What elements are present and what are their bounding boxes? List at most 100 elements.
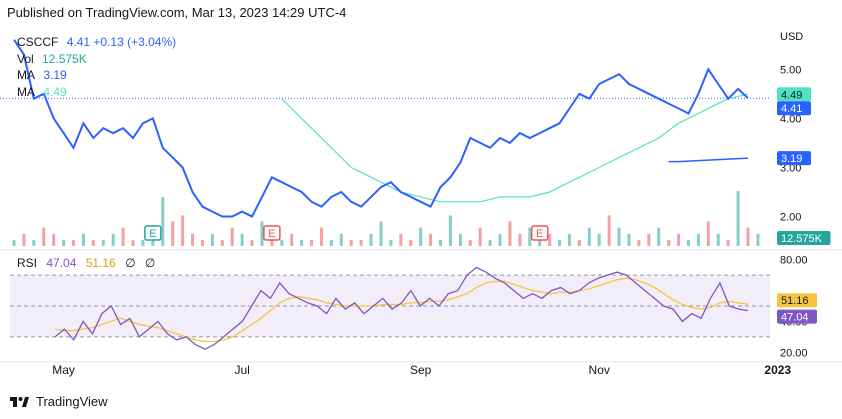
volume-bar xyxy=(458,233,462,246)
ma-slow-line xyxy=(668,157,749,163)
volume-bar xyxy=(250,239,254,246)
rsi-ma-value: 51.16 xyxy=(85,256,116,270)
volume-bar xyxy=(42,227,46,246)
volume-bar xyxy=(230,227,234,246)
rsi-badge-label: 47.04 xyxy=(781,312,809,324)
x-axis-label: Nov xyxy=(589,363,610,377)
last-price: 4.41 xyxy=(66,35,91,49)
rsi-label[interactable]: RSI xyxy=(17,256,38,270)
event-marker xyxy=(144,225,162,241)
x-axis-label: Jul xyxy=(234,363,249,377)
price-badge xyxy=(777,101,811,116)
published-header: Published on TradingView.com, Mar 13, 20… xyxy=(7,5,347,20)
volume-bar xyxy=(538,239,542,246)
volume-bar xyxy=(627,233,631,246)
volume-bar xyxy=(677,233,681,246)
event-marker xyxy=(530,225,549,241)
price-badge-label: 12.575K xyxy=(781,233,823,245)
price-axis-label: 5.00 xyxy=(780,64,801,76)
volume-bar xyxy=(379,221,383,246)
price-badge-label: 3.19 xyxy=(781,153,802,165)
volume-bar xyxy=(419,227,423,246)
price-badge xyxy=(777,231,831,245)
volume-bar xyxy=(647,233,651,246)
rsi-badge-label: 51.16 xyxy=(781,295,809,307)
price-axis-label: USD xyxy=(780,31,803,43)
footer-brand-text[interactable]: TradingView xyxy=(36,394,108,409)
volume-bar xyxy=(726,239,730,246)
volume-bar xyxy=(359,239,363,246)
volume-bar xyxy=(528,227,532,246)
volume-bar xyxy=(300,239,304,246)
volume-bar xyxy=(319,227,323,246)
rsi-legend: RSI 47.04 51.16 ∅ ∅ xyxy=(17,256,161,270)
ticker-symbol[interactable]: CSCCF xyxy=(17,35,59,49)
volume-bar xyxy=(62,239,66,246)
volume-bar xyxy=(121,227,125,246)
rsi-pane: 80.0040.0020.0051.1647.04MayJulSepNov202… xyxy=(0,255,842,377)
event-marker-label: E xyxy=(268,228,275,240)
tradingview-logo-icon xyxy=(10,396,29,407)
volume-bar xyxy=(468,239,472,246)
volume-label[interactable]: Vol xyxy=(17,52,34,66)
volume-bar xyxy=(339,233,343,246)
volume-legend: Vol 12.575K xyxy=(17,52,87,66)
ticker-legend: CSCCF 4.41 +0.13 (+3.04%) xyxy=(17,35,176,49)
ma-fast-value: 4.49 xyxy=(43,85,67,99)
rsi-line xyxy=(54,266,749,350)
ma-slow-label[interactable]: MA xyxy=(17,68,35,82)
ma-fast-legend: MA 4.49 xyxy=(17,85,67,99)
volume-bar xyxy=(567,233,571,246)
volume-bar xyxy=(32,239,36,246)
volume-bar xyxy=(349,239,353,246)
volume-bar xyxy=(558,239,562,246)
volume-bar xyxy=(399,233,403,246)
price-badge xyxy=(777,87,811,102)
volume-bar xyxy=(389,239,393,246)
volume-bar xyxy=(161,197,165,246)
volume-bar xyxy=(409,239,413,246)
ma-slow-value: 3.19 xyxy=(43,68,67,82)
volume-bar xyxy=(81,233,85,246)
event-marker-label: E xyxy=(149,228,156,240)
volume-bar xyxy=(706,221,710,246)
volume-bar xyxy=(508,221,512,246)
volume-bar xyxy=(260,221,264,246)
volume-bar xyxy=(369,233,373,246)
volume-bar xyxy=(607,215,611,246)
volume-bar xyxy=(171,221,175,246)
volume-bar xyxy=(587,227,591,246)
volume-bar xyxy=(448,215,452,246)
volume-bar xyxy=(12,239,16,246)
price-change: +0.13 (+3.04%) xyxy=(93,35,177,49)
volume-bar xyxy=(52,233,56,246)
price-axis-label: 4.00 xyxy=(780,113,801,125)
volume-bar xyxy=(667,239,671,246)
volume-bar xyxy=(429,233,433,246)
price-axis-label: 3.00 xyxy=(780,162,801,174)
volume-bar xyxy=(736,191,740,246)
x-axis-label: Sep xyxy=(410,363,432,377)
volume-bar xyxy=(210,233,214,246)
rsi-badge xyxy=(777,293,817,308)
price-badge-label: 4.41 xyxy=(781,103,802,115)
volume-bar xyxy=(548,233,552,246)
volume-bar xyxy=(637,239,641,246)
volume-bar xyxy=(756,233,760,246)
volume-bar xyxy=(101,239,105,246)
rsi-value: 47.04 xyxy=(46,256,77,270)
price-pane: EEEEUSD5.004.003.002.004.494.413.1912.57… xyxy=(0,31,842,251)
volume-bar xyxy=(310,239,314,246)
volume-bar xyxy=(488,239,492,246)
rsi-axis-label: 20.00 xyxy=(780,347,808,359)
volume-bar xyxy=(518,233,522,246)
volume-bar xyxy=(22,233,26,246)
volume-bar xyxy=(200,239,204,246)
ma-fast-line xyxy=(281,93,749,203)
price-axis-label: 2.00 xyxy=(780,212,801,224)
event-marker-label: E xyxy=(536,228,543,240)
volume-bar xyxy=(617,227,621,246)
ma-fast-label[interactable]: MA xyxy=(17,85,35,99)
price-badge xyxy=(777,151,811,166)
